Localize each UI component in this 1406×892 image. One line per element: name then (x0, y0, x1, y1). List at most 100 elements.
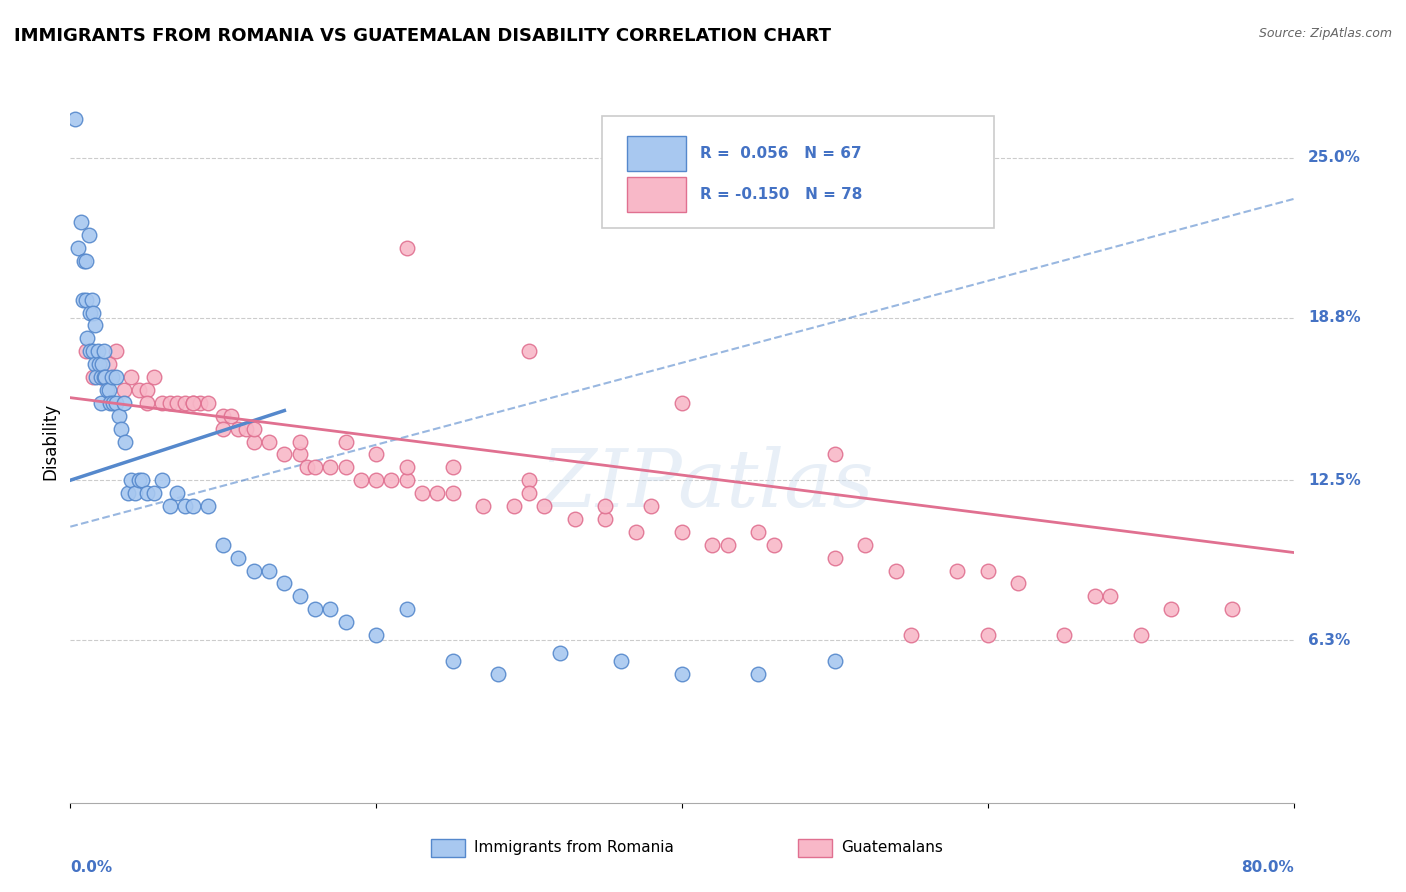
Point (143, 486, 166, 500)
Point (228, 422, 250, 436)
Point (976, 564, 998, 578)
Point (197, 396, 219, 410)
Point (181, 396, 204, 410)
Point (98, 396, 121, 410)
Point (976, 628, 998, 642)
Point (297, 460, 319, 475)
Point (335, 434, 357, 449)
Point (855, 538, 877, 552)
Point (135, 383, 157, 397)
Point (166, 396, 188, 410)
Point (83, 318, 105, 333)
Point (1007, 576, 1029, 591)
Point (96, 383, 118, 397)
Point (105, 344, 128, 359)
Point (824, 447, 846, 461)
Point (472, 499, 495, 513)
Point (502, 499, 524, 513)
Text: Immigrants from Romania: Immigrants from Romania (474, 840, 673, 855)
Point (273, 447, 295, 461)
Point (1160, 602, 1182, 616)
Point (335, 615, 357, 630)
Point (90, 370, 112, 384)
Point (564, 512, 586, 526)
Point (219, 409, 242, 423)
Point (488, 666, 510, 681)
Point (533, 499, 555, 513)
Text: Guatemalans: Guatemalans (841, 840, 943, 855)
Point (671, 524, 693, 539)
Point (747, 524, 769, 539)
Point (624, 524, 647, 539)
Point (89, 357, 111, 371)
Point (188, 396, 211, 410)
Point (159, 396, 181, 410)
Point (83, 357, 105, 371)
Point (243, 434, 266, 449)
Point (243, 564, 266, 578)
FancyBboxPatch shape (602, 116, 994, 228)
Point (79, 344, 101, 359)
FancyBboxPatch shape (799, 838, 832, 857)
Text: R = -0.150   N = 78: R = -0.150 N = 78 (700, 187, 863, 202)
Point (90, 370, 112, 384)
Point (128, 473, 150, 487)
Text: 80.0%: 80.0% (1240, 860, 1294, 874)
Point (73, 254, 96, 268)
Text: Source: ZipAtlas.com: Source: ZipAtlas.com (1258, 27, 1392, 40)
Point (717, 538, 740, 552)
Point (517, 486, 540, 500)
Point (762, 538, 785, 552)
Point (150, 396, 173, 410)
Text: R =  0.056   N = 67: R = 0.056 N = 67 (700, 145, 862, 161)
Point (90, 396, 112, 410)
Point (135, 396, 157, 410)
Point (366, 473, 388, 487)
Text: 18.8%: 18.8% (1308, 310, 1361, 326)
Point (82, 344, 104, 359)
Point (640, 499, 662, 513)
Point (441, 486, 464, 500)
Point (1053, 628, 1076, 642)
Point (288, 590, 311, 604)
Point (1084, 590, 1107, 604)
Point (548, 646, 571, 660)
Point (135, 486, 157, 500)
Point (228, 550, 250, 565)
Point (128, 383, 150, 397)
Point (411, 486, 433, 500)
Point (121, 370, 143, 384)
Point (212, 409, 235, 423)
Text: 6.3%: 6.3% (1308, 632, 1350, 648)
Text: 12.5%: 12.5% (1308, 473, 1361, 488)
Point (91, 357, 114, 371)
Point (884, 564, 907, 578)
Point (395, 460, 418, 475)
Point (66, 241, 89, 255)
Point (212, 538, 235, 552)
Point (257, 564, 280, 578)
Point (304, 602, 326, 616)
Point (181, 396, 204, 410)
Point (747, 666, 769, 681)
Point (243, 422, 266, 436)
Point (395, 473, 418, 487)
Point (1220, 602, 1243, 616)
Point (82, 370, 104, 384)
Point (380, 473, 402, 487)
Point (517, 473, 540, 487)
Point (517, 344, 540, 359)
Point (79, 305, 101, 319)
Point (150, 473, 173, 487)
Point (76, 331, 98, 345)
Point (75, 344, 97, 359)
Point (108, 409, 131, 423)
Point (131, 473, 153, 487)
Point (97, 383, 120, 397)
Point (671, 666, 693, 681)
Point (114, 434, 136, 449)
Point (395, 602, 418, 616)
Point (610, 654, 633, 668)
Point (117, 486, 139, 500)
FancyBboxPatch shape (432, 838, 465, 857)
